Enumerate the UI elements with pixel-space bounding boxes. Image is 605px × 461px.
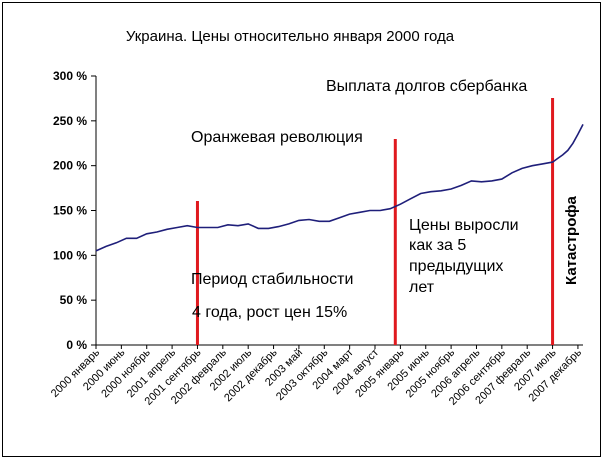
annotation-orange-revolution: Оранжевая революция bbox=[191, 129, 363, 146]
annotation-stability-1: Период стабильности bbox=[191, 271, 353, 288]
y-tick-label: 300 % bbox=[53, 69, 87, 83]
y-tick-label: 150 % bbox=[53, 204, 87, 218]
annotation-prices-1: Цены выросли bbox=[409, 217, 519, 234]
y-tick-label: 250 % bbox=[53, 114, 87, 128]
y-tick-label: 100 % bbox=[53, 248, 87, 262]
y-tick-label: 50 % bbox=[60, 293, 88, 307]
chart-title: Украина. Цены относительно января 2000 г… bbox=[126, 28, 455, 45]
annotation-catastrophe: Катастрофа bbox=[563, 195, 580, 285]
y-tick-label: 200 % bbox=[53, 159, 87, 173]
annotation-debts: Выплата долгов сбербанка bbox=[326, 78, 527, 95]
annotation-prices-3: предыдущих bbox=[409, 258, 503, 275]
event-lines bbox=[195, 98, 555, 345]
annotation-prices-4: лет bbox=[409, 279, 435, 296]
series-line-prices bbox=[95, 124, 584, 252]
annotation-prices-2: как за 5 bbox=[409, 237, 466, 254]
annotation-stability-2: 4 года, рост цен 15% bbox=[192, 304, 347, 321]
y-tick-label: 0 % bbox=[66, 338, 87, 352]
y-axis-ticks: 0 % 50 % 100 % 150 % 200 % 250 % 300 % bbox=[53, 69, 96, 352]
chart-frame bbox=[2, 2, 601, 457]
